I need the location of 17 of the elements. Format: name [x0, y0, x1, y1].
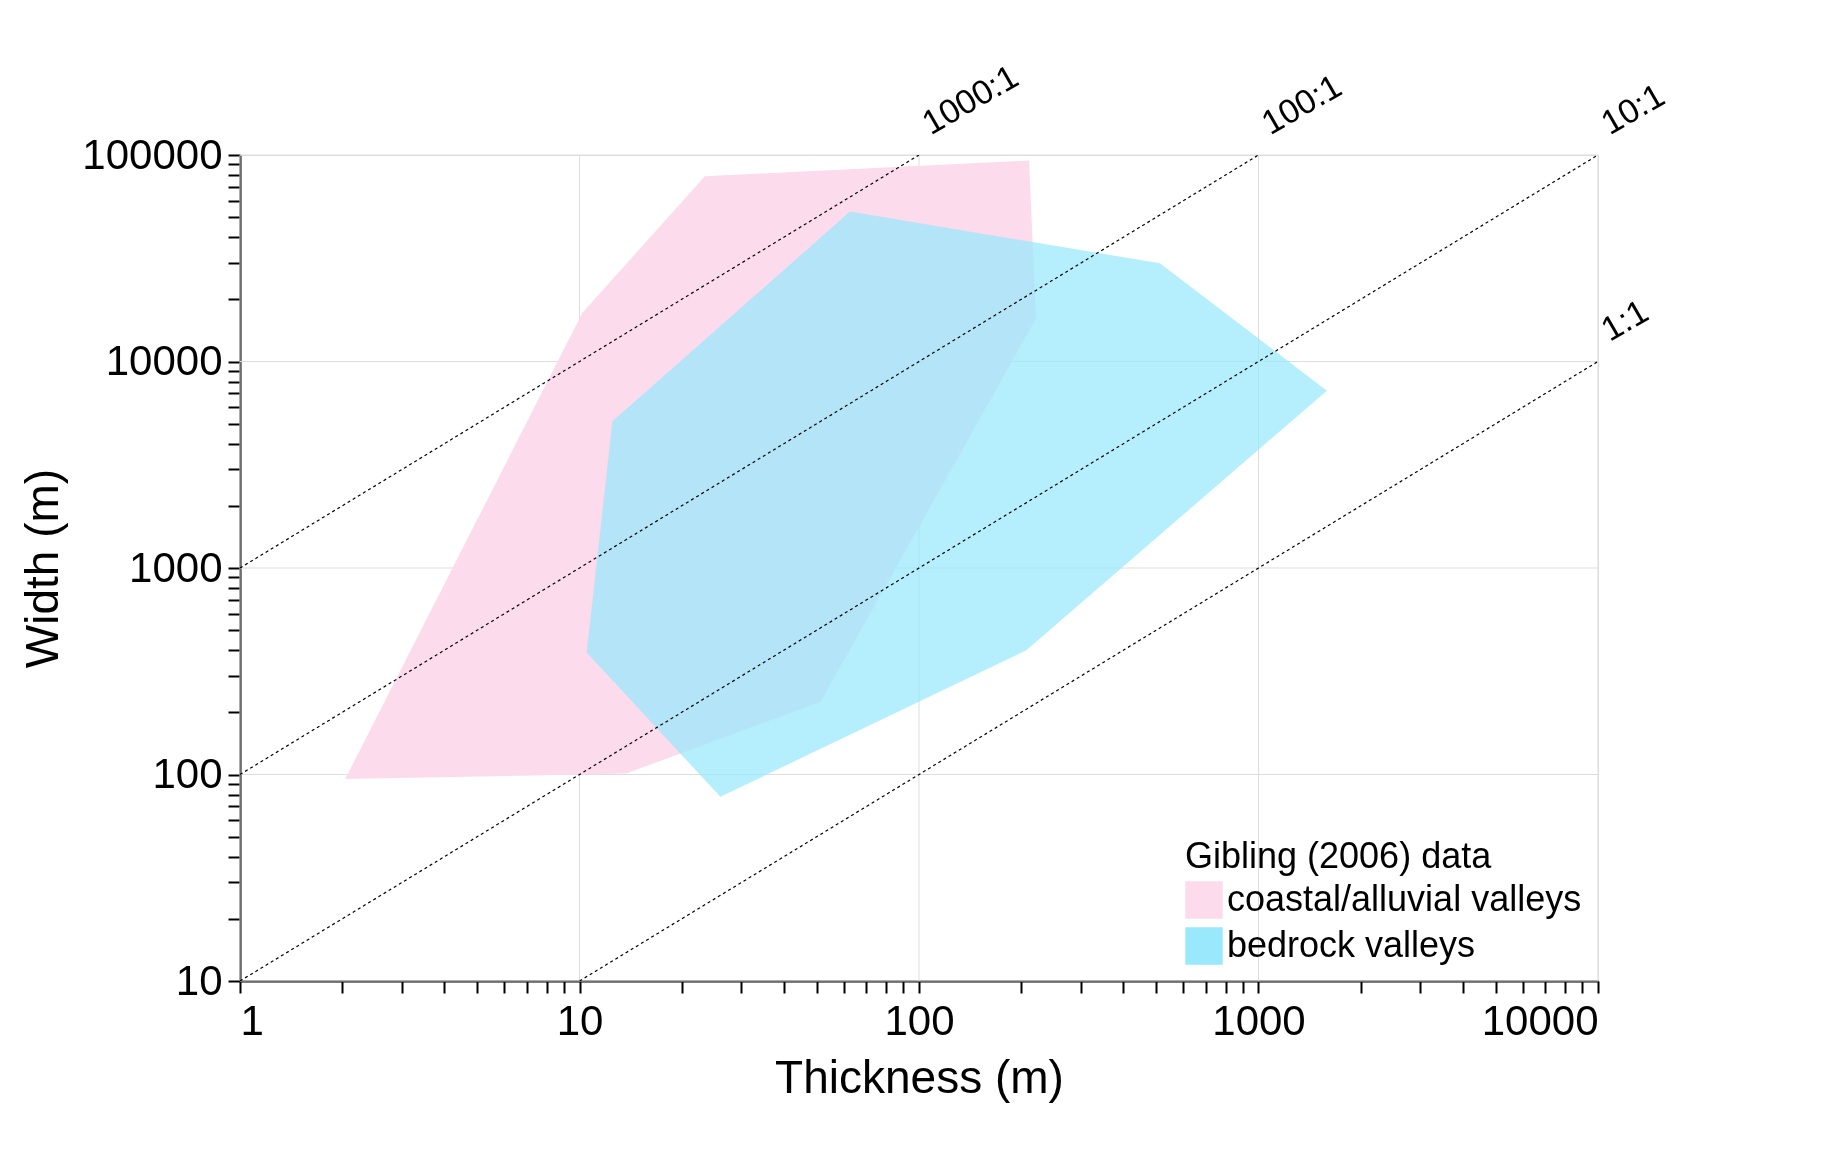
- y-tick-label: 10: [175, 956, 223, 1004]
- x-axis-title: Thickness (m): [775, 1050, 1064, 1103]
- text: 10:1: [1594, 75, 1671, 142]
- y-tick-label: 100: [152, 750, 223, 797]
- text: 1:1: [1594, 291, 1655, 349]
- y-tick-label: 100000: [82, 130, 223, 178]
- x-tick-label: 10: [556, 996, 604, 1044]
- y-tick-label: 1000: [129, 543, 223, 591]
- legend-label: coastal/alluvial valleys: [1227, 878, 1582, 919]
- y-tick-label: 10000: [105, 337, 223, 384]
- x-tick-label: 1: [240, 996, 264, 1044]
- x-tick-label: 100: [884, 996, 955, 1044]
- x-tick-label: 10000: [1481, 996, 1599, 1044]
- legend-label: bedrock valleys: [1227, 924, 1476, 965]
- legend-title: Gibling (2006) data: [1185, 835, 1493, 876]
- x-tick-label: 1000: [1212, 996, 1306, 1044]
- y-axis-title: Width (m): [16, 468, 69, 669]
